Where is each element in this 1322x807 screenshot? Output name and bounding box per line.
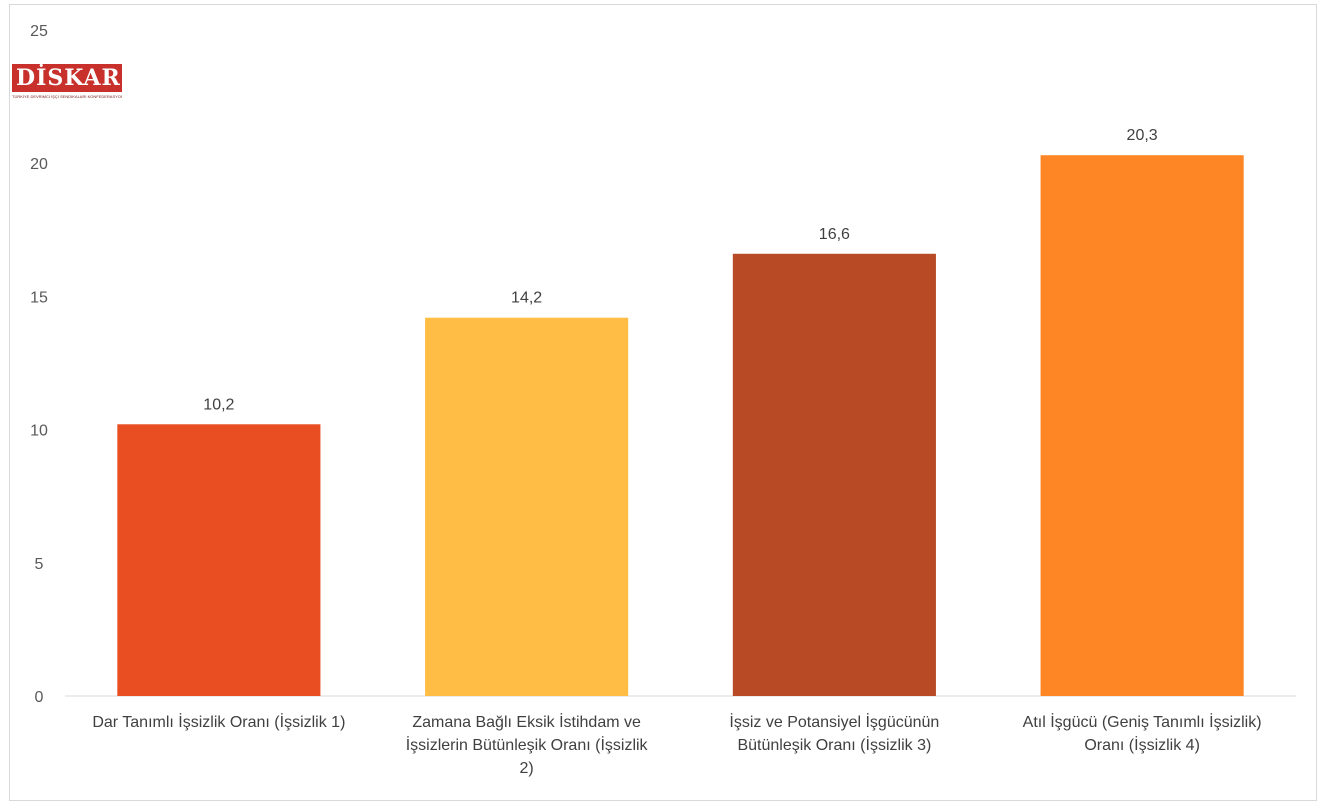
logo-subtitle: TÜRKİYE DEVRİMCİ İŞÇİ SENDİKALARI KONFED… [12,94,122,99]
bar [1040,155,1244,696]
data-label: 20,3 [1127,127,1158,144]
diskar-logo: DİSKAR TÜRKİYE DEVRİMCİ İŞÇİ SENDİKALARI… [12,64,122,104]
y-tick-label: 5 [35,556,44,573]
category-label: İşsiz ve Potansiyel İşgücünün [729,712,939,731]
bar [425,317,629,696]
data-label: 10,2 [203,396,234,413]
y-tick-label: 10 [30,423,48,440]
data-label: 16,6 [819,226,850,243]
logo-text: DİSKAR [16,65,121,91]
y-tick-label: 0 [35,689,44,706]
y-tick-label: 25 [30,23,48,40]
category-label: Dar Tanımlı İşsizlik Oranı (İşsizlik 1) [92,712,345,731]
data-label: 14,2 [511,290,542,307]
bar [117,424,321,696]
category-label: İşsizlerin Bütünleşik Oranı (İşsizlik [406,735,649,754]
y-tick-label: 20 [30,156,48,173]
category-label: Oranı (İşsizlik 4) [1084,735,1200,754]
y-tick-label: 15 [30,289,48,306]
logo-banner: DİSKAR [12,64,122,92]
category-label: Zamana Bağlı Eksik İstihdam ve [412,712,641,731]
category-label: Atıl İşgücü (Geniş Tanımlı İşsizlik) [1023,712,1262,731]
bar [732,253,936,696]
category-label: 2) [520,760,534,777]
category-label: Bütünleşik Oranı (İşsizlik 3) [737,735,931,754]
